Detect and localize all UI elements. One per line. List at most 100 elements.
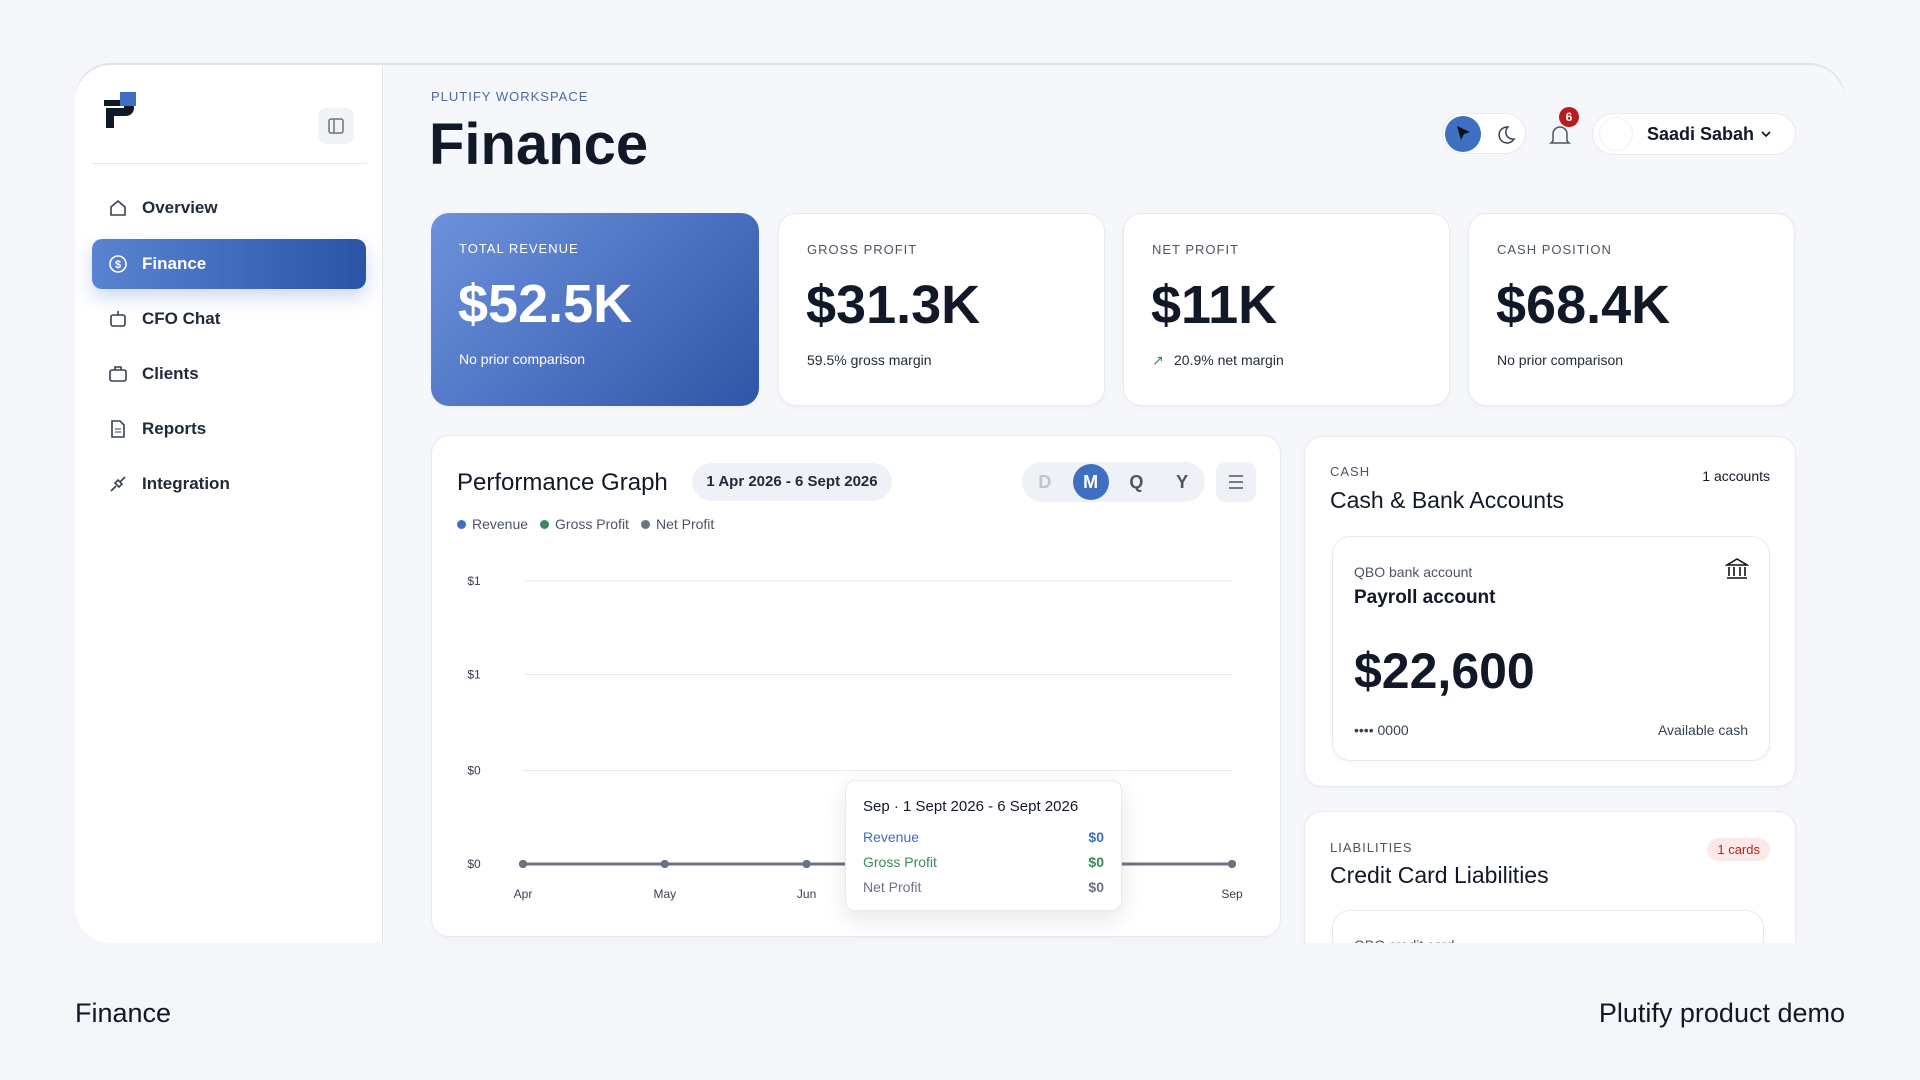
avatar xyxy=(1599,117,1633,151)
y-tick-label: $1 xyxy=(467,667,481,681)
period-option[interactable]: M xyxy=(1072,464,1109,500)
workspace-label: PLUTIFY WORKSPACE xyxy=(431,89,589,104)
tooltip-title: Sep · 1 Sept 2026 - 6 Sept 2026 xyxy=(863,798,1079,815)
user-menu[interactable]: Saadi Sabah xyxy=(1592,113,1796,155)
series-point xyxy=(1228,860,1236,868)
app-frame: Overview $ Finance CFO Chat Clients Repor… xyxy=(75,65,1845,943)
series-point xyxy=(802,860,811,868)
legend-label: Net Profit xyxy=(655,516,715,532)
account-card: QBO bank account Payroll account $22,600… xyxy=(1332,536,1770,761)
legend-label: Revenue xyxy=(472,516,529,532)
tooltip-name: Gross Profit xyxy=(863,854,937,870)
legend-swatch xyxy=(457,519,466,529)
tooltip-name: Revenue xyxy=(863,829,920,845)
x-tick-label: Sep xyxy=(1221,887,1243,901)
user-name: Saadi Sabah xyxy=(1647,123,1755,144)
tooltip-value: $0 xyxy=(1088,854,1104,870)
legend-label: Gross Profit xyxy=(555,516,629,532)
x-tick-label: Apr xyxy=(514,887,533,901)
performance-card: Performance Graph 1 Apr 2026 - 6 Sept 20… xyxy=(431,435,1281,937)
legend: Revenue Gross Profit Net Profit xyxy=(457,516,714,532)
kpi-note: 59.5% gross margin xyxy=(807,352,932,368)
cash-card: CASH Cash & Bank Accounts 1 accounts QBO… xyxy=(1304,436,1796,787)
kpi-value: $52.5K xyxy=(458,274,633,334)
nav-item[interactable]: $ Finance xyxy=(92,239,366,289)
kpi-card: NET PROFIT $11K 20.9% net margin ↗ xyxy=(1123,213,1450,406)
kpi-note: No prior comparison xyxy=(1497,352,1624,368)
kpi-value: $11K xyxy=(1151,275,1278,335)
nav-label: Finance xyxy=(142,254,207,273)
y-tick-label: $0 xyxy=(467,764,481,778)
period-option[interactable]: Y xyxy=(1176,472,1189,492)
trend-icon: ↗ xyxy=(1152,352,1164,368)
tooltip-name: Net Profit xyxy=(863,879,922,895)
kpi-label: NET PROFIT xyxy=(1152,242,1240,257)
series-point xyxy=(660,860,669,868)
nav-label: Clients xyxy=(142,364,199,383)
nav-label: CFO Chat xyxy=(142,309,221,328)
credit-card: QBO credit card xyxy=(1332,910,1764,943)
footer-right: Plutify product demo xyxy=(1598,998,1845,1028)
account-count: 1 accounts xyxy=(1702,468,1770,484)
period-option[interactable]: Q xyxy=(1129,472,1144,492)
kpi-note: 20.9% net margin xyxy=(1174,352,1284,368)
svg-text:$: $ xyxy=(115,259,121,271)
nav-label: Integration xyxy=(142,474,230,493)
card-title: Cash & Bank Accounts xyxy=(1330,487,1564,513)
x-tick-label: May xyxy=(653,887,676,901)
kpi-card: TOTAL REVENUE $52.5K No prior comparison xyxy=(431,213,759,406)
series-point xyxy=(519,860,527,868)
legend-item: Revenue xyxy=(457,516,528,532)
legend-swatch xyxy=(640,519,650,529)
divider xyxy=(92,163,367,164)
notification-badge: 6 xyxy=(1559,107,1579,127)
kpi-value: $68.4K xyxy=(1496,275,1671,335)
legend-swatch xyxy=(540,519,550,529)
collapse-button[interactable] xyxy=(318,108,354,144)
legend-item: Gross Profit xyxy=(540,516,629,532)
theme-toggle[interactable] xyxy=(1442,113,1526,154)
kpi-card: GROSS PROFIT $31.3K 59.5% gross margin xyxy=(778,213,1105,406)
section-label: CASH xyxy=(1330,464,1371,479)
footer-left: Finance xyxy=(75,998,172,1028)
sidebar: Overview $ Finance CFO Chat Clients Repor… xyxy=(75,65,383,943)
account-type: QBO bank account xyxy=(1354,564,1473,580)
menu-button[interactable] xyxy=(1216,462,1256,502)
kpi-value: $31.3K xyxy=(806,275,981,335)
nav-item[interactable]: Integration xyxy=(92,459,366,509)
account-name: Payroll account xyxy=(1354,587,1496,608)
nav-item[interactable]: Overview xyxy=(92,183,366,233)
account-note: Available cash xyxy=(1657,722,1748,738)
kpi-label: GROSS PROFIT xyxy=(807,242,918,257)
nav-item[interactable]: Clients xyxy=(92,349,366,399)
nav-label: Overview xyxy=(142,198,218,217)
notifications-button[interactable] xyxy=(1545,121,1575,151)
account-type: QBO credit card xyxy=(1354,937,1454,943)
tooltip-value: $0 xyxy=(1088,829,1104,845)
y-tick-label: $1 xyxy=(467,574,481,588)
y-tick-label: $0 xyxy=(467,857,481,871)
liabilities-card: LIABILITIES Credit Card Liabilities 1 ca… xyxy=(1304,811,1796,943)
kpi-label: TOTAL REVENUE xyxy=(459,241,579,256)
x-tick-label: Jun xyxy=(797,887,816,901)
logo xyxy=(104,92,136,128)
kpi-card: CASH POSITION $68.4K No prior comparison xyxy=(1468,213,1795,406)
section-label: LIABILITIES xyxy=(1330,840,1413,855)
bank-icon xyxy=(1725,558,1749,579)
account-balance: $22,600 xyxy=(1354,643,1535,699)
card-title: Credit Card Liabilities xyxy=(1330,862,1549,888)
tooltip: Sep · 1 Sept 2026 - 6 Sept 2026 Revenue $… xyxy=(845,780,1122,911)
page-title: Finance xyxy=(429,112,649,177)
tooltip-value: $0 xyxy=(1088,879,1104,895)
legend-item: Net Profit xyxy=(640,516,715,532)
nav-item[interactable]: CFO Chat xyxy=(92,294,366,344)
period-option[interactable]: D xyxy=(1038,472,1052,492)
card-count: 1 cards xyxy=(1707,838,1770,861)
card-title: Performance Graph xyxy=(457,469,668,496)
date-range[interactable]: 1 Apr 2026 - 6 Sept 2026 xyxy=(692,463,892,501)
account-number: •••• 0000 xyxy=(1354,722,1409,738)
nav-label: Reports xyxy=(142,419,207,438)
nav-item[interactable]: Reports xyxy=(92,404,366,454)
